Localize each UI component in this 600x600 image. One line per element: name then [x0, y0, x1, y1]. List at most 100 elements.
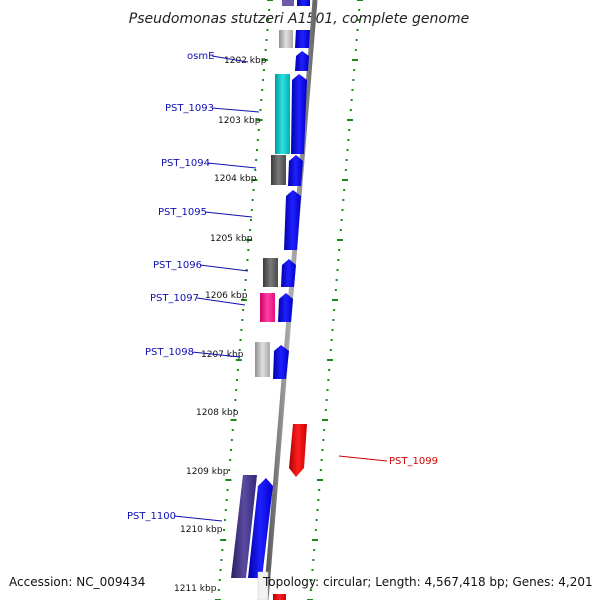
cog-PST_1094[interactable]: [271, 155, 286, 185]
gc-dot-inner: [252, 189, 255, 191]
gc-dot-inner: [261, 89, 264, 91]
gc-dot-inner: [234, 399, 237, 401]
gene-partial-top-gray[interactable]: [279, 30, 293, 48]
gc-dot-outer: [326, 389, 329, 391]
gene-label-PST_1098[interactable]: PST_1098: [145, 347, 194, 358]
gc-dot-outer: [330, 339, 333, 341]
gene-label-PST_1096[interactable]: PST_1096: [153, 260, 202, 271]
gc-dot-outer: [352, 79, 355, 81]
gene-label-PST_1094[interactable]: PST_1094: [161, 158, 210, 169]
cog-PST_1100[interactable]: [231, 475, 257, 578]
gc-dot-outer: [312, 539, 318, 541]
gene-label-PST_1099[interactable]: PST_1099: [389, 456, 438, 467]
gene-PST_1099[interactable]: [289, 424, 307, 477]
gene-label-PST_1100[interactable]: PST_1100: [127, 511, 176, 522]
gc-dot-outer: [311, 569, 314, 571]
gc-dot-outer: [333, 309, 336, 311]
gc-dot-outer: [342, 179, 348, 181]
gc-dot-inner: [223, 519, 226, 521]
gc-dot-inner: [223, 529, 226, 531]
gene-osmE[interactable]: [295, 51, 309, 71]
gene-PST_1098[interactable]: [273, 345, 289, 379]
gc-dot-inner: [259, 109, 262, 111]
gene-PST_1096[interactable]: [281, 259, 296, 287]
gc-dot-inner: [251, 179, 258, 181]
gc-dot-outer: [337, 239, 343, 241]
cog-PST_1098[interactable]: [255, 342, 270, 377]
gc-dot-outer: [358, 9, 361, 11]
gc-dot-inner: [249, 229, 252, 231]
gene-label-PST_1093[interactable]: PST_1093: [165, 103, 214, 114]
gc-dot-inner: [256, 149, 258, 151]
gc-dot-inner: [244, 279, 247, 281]
gc-dot-outer: [309, 589, 312, 591]
gc-dot-outer: [314, 529, 317, 531]
gc-dot-inner: [267, 0, 273, 1]
gc-dot-outer: [337, 259, 340, 261]
gene-PST_1095[interactable]: [284, 190, 301, 250]
gene-PST_1093[interactable]: [291, 74, 307, 154]
gc-dot-inner: [256, 139, 259, 141]
gc-dot-outer: [351, 89, 354, 91]
gc-dot-inner: [235, 389, 238, 391]
gc-dot-inner: [225, 479, 232, 481]
kbp-tick-label: 1208 kbp: [196, 408, 239, 418]
gene-label-osmE[interactable]: osmE: [187, 51, 214, 62]
gc-dot-outer: [315, 519, 318, 521]
gc-dot-outer: [316, 509, 319, 511]
gc-dot-inner: [229, 459, 232, 461]
gc-dot-inner: [261, 59, 268, 61]
gc-dot-outer: [344, 169, 347, 171]
gc-dot-inner: [228, 469, 231, 471]
gc-dot-inner: [226, 489, 229, 491]
gc-dot-inner: [264, 49, 267, 51]
gc-dot-inner: [265, 39, 268, 41]
gc-dot-inner: [236, 369, 239, 371]
gene-partial-bottom-red[interactable]: [273, 594, 286, 600]
gc-dot-outer: [349, 109, 352, 111]
gc-dot-outer: [310, 579, 313, 581]
gene-partial-top-blue[interactable]: [295, 30, 310, 48]
gc-dot-inner: [230, 419, 237, 421]
topology-text: Topology: circular; Length: 4,567,418 bp…: [262, 575, 593, 589]
gc-dot-outer: [317, 499, 320, 501]
gene-PST_1094[interactable]: [288, 155, 303, 186]
gc-dot-outer: [329, 349, 332, 351]
gc-dot-inner: [257, 129, 260, 131]
gc-dot-inner: [246, 239, 253, 241]
label-leader-line: [207, 162, 257, 169]
gc-dot-inner: [231, 429, 234, 431]
gene-partial-bottom-white: [257, 571, 269, 600]
gc-dot-outer: [340, 219, 343, 221]
gc-dot-outer: [342, 199, 345, 201]
cog-PST_1096[interactable]: [263, 258, 278, 287]
label-leader-line: [199, 264, 249, 272]
gc-dot-outer: [345, 159, 348, 161]
gc-dot-inner: [268, 9, 271, 11]
gc-dot-inner: [225, 499, 228, 501]
gc-dot-outer: [318, 489, 321, 491]
gene-label-PST_1095[interactable]: PST_1095: [158, 207, 207, 218]
gene-partial-top-purple[interactable]: [282, 0, 294, 6]
gc-dot-inner: [219, 569, 222, 571]
gene-label-PST_1097[interactable]: PST_1097: [150, 293, 199, 304]
kbp-tick-label: 1206 kbp: [205, 291, 248, 301]
cog-PST_1097[interactable]: [260, 293, 275, 322]
gc-dot-inner: [266, 29, 269, 31]
gc-dot-inner: [230, 439, 233, 441]
label-leader-line: [191, 351, 241, 358]
gc-dot-outer: [325, 399, 328, 401]
gene-partial-top-blue2[interactable]: [297, 0, 310, 6]
cog-PST_1093[interactable]: [275, 74, 290, 154]
gc-dot-outer: [346, 149, 349, 151]
gc-dot-inner: [233, 409, 236, 411]
gc-dot-inner: [242, 309, 245, 311]
gc-dot-outer: [338, 249, 341, 251]
gene-PST_1097[interactable]: [278, 293, 293, 322]
gc-dot-outer: [312, 559, 315, 561]
gc-dot-outer: [332, 299, 338, 301]
kbp-tick-label: 1204 kbp: [214, 174, 257, 184]
gc-dot-inner: [254, 169, 257, 171]
gene-PST_1100[interactable]: [248, 478, 273, 578]
